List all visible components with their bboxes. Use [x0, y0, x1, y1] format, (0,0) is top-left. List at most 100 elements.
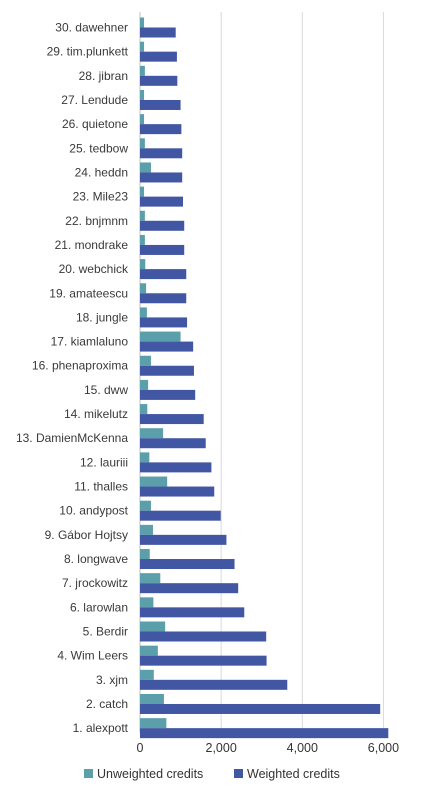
- bar-unweighted-1: [140, 17, 145, 28]
- bar-unweighted-21: [140, 500, 151, 511]
- category-label: 4. Wim Leers: [57, 649, 128, 663]
- bar-weighted-21: [140, 510, 221, 521]
- category-label: 26. quietone: [62, 117, 128, 131]
- bar-unweighted-20: [140, 476, 168, 487]
- bar-unweighted-5: [140, 114, 145, 125]
- bar-weighted-4: [140, 99, 181, 110]
- category-label: 7. jrockowitz: [62, 576, 128, 590]
- bar-unweighted-7: [140, 162, 151, 173]
- bar-weighted-6: [140, 148, 183, 159]
- bar-weighted-7: [140, 172, 183, 183]
- category-label: 10. andypost: [59, 504, 128, 518]
- bar-unweighted-4: [140, 89, 145, 100]
- bar-weighted-16: [140, 389, 196, 400]
- bar-unweighted-22: [140, 524, 153, 535]
- bar-unweighted-23: [140, 549, 150, 560]
- bar-weighted-10: [140, 244, 185, 255]
- bar-unweighted-18: [140, 428, 164, 439]
- bar-weighted-24: [140, 583, 239, 594]
- bar-weighted-3: [140, 75, 178, 86]
- bar-unweighted-3: [140, 65, 145, 76]
- bar-unweighted-10: [140, 234, 145, 245]
- x-tick-label: 6,000: [368, 741, 399, 755]
- category-label: 12. lauriii: [80, 455, 128, 469]
- category-label: 2. catch: [86, 697, 128, 711]
- bar-weighted-5: [140, 124, 182, 135]
- x-tick-label: 2,000: [206, 741, 237, 755]
- category-label: 16. phenaproxima: [32, 359, 128, 373]
- bar-weighted-25: [140, 607, 245, 618]
- category-label: 25. tedbow: [69, 141, 128, 155]
- legend-swatch-weighted-credits: [234, 769, 243, 778]
- bar-unweighted-6: [140, 138, 145, 149]
- bar-unweighted-26: [140, 621, 166, 632]
- bar-weighted-18: [140, 438, 206, 449]
- bar-weighted-9: [140, 220, 185, 231]
- category-label: 28. jibran: [79, 69, 128, 83]
- legend-label-weighted-credits: Weighted credits: [247, 767, 340, 781]
- category-label: 11. thalles: [74, 480, 128, 494]
- bars: [140, 17, 389, 739]
- bar-weighted-26: [140, 631, 267, 642]
- category-label: 8. longwave: [64, 552, 128, 566]
- bar-unweighted-16: [140, 379, 149, 390]
- category-label: 20. webchick: [59, 262, 129, 276]
- x-tick-label: 4,000: [287, 741, 318, 755]
- bar-weighted-29: [140, 703, 381, 714]
- category-label: 17. kiamlaluno: [51, 335, 129, 349]
- category-label: 5. Berdir: [83, 625, 128, 639]
- category-label: 18. jungle: [76, 310, 128, 324]
- bar-weighted-12: [140, 293, 187, 304]
- bar-unweighted-24: [140, 573, 161, 584]
- bar-weighted-23: [140, 559, 235, 570]
- bar-weighted-2: [140, 51, 177, 62]
- bar-weighted-13: [140, 317, 188, 328]
- legend-label-unweighted-credits: Unweighted credits: [97, 767, 203, 781]
- bar-unweighted-27: [140, 645, 158, 656]
- bar-weighted-19: [140, 462, 212, 473]
- category-label: 19. amateescu: [49, 286, 128, 300]
- bar-weighted-14: [140, 341, 194, 352]
- category-label: 21. mondrake: [55, 238, 129, 252]
- category-label: 23. Mile23: [73, 190, 129, 204]
- category-label: 1. alexpott: [73, 721, 129, 735]
- legend-swatch-unweighted-credits: [84, 769, 93, 778]
- bar-weighted-27: [140, 655, 267, 666]
- category-label: 3. xjm: [96, 673, 128, 687]
- bar-weighted-20: [140, 486, 215, 497]
- bar-unweighted-30: [140, 718, 167, 729]
- bar-unweighted-13: [140, 307, 147, 318]
- legend: Unweighted credits Weighted credits: [84, 767, 340, 781]
- category-label: 29. tim.plunkett: [47, 45, 129, 59]
- bar-weighted-30: [140, 728, 389, 739]
- bar-weighted-15: [140, 365, 194, 376]
- category-label: 30. dawehner: [55, 21, 128, 35]
- bar-unweighted-29: [140, 693, 164, 704]
- bar-weighted-17: [140, 414, 204, 425]
- bar-unweighted-28: [140, 669, 154, 680]
- bar-unweighted-15: [140, 355, 151, 366]
- category-label: 9. Gábor Hojtsy: [45, 528, 128, 542]
- bar-weighted-11: [140, 269, 187, 280]
- category-label: 6. larowlan: [70, 600, 128, 614]
- category-label: 27. Lendude: [61, 93, 128, 107]
- bar-unweighted-17: [140, 404, 148, 415]
- category-label: 14. mikelutz: [64, 407, 128, 421]
- bar-weighted-28: [140, 679, 288, 690]
- bar-unweighted-14: [140, 331, 181, 342]
- x-axis-ticks: 0 2,000 4,000 6,000: [137, 741, 400, 755]
- category-label: 15. dww: [84, 383, 128, 397]
- bar-weighted-22: [140, 534, 227, 545]
- bar-unweighted-9: [140, 210, 145, 221]
- bar-unweighted-12: [140, 283, 147, 294]
- category-label: 22. bnjmnm: [65, 214, 128, 228]
- category-labels: 30. dawehner 29. tim.plunkett 28. jibran 27…: [16, 21, 129, 736]
- category-label: 13. DamienMcKenna: [16, 431, 128, 445]
- bar-weighted-8: [140, 196, 184, 207]
- x-tick-label: 0: [137, 741, 144, 755]
- bar-unweighted-2: [140, 41, 145, 52]
- bar-weighted-1: [140, 27, 176, 38]
- bar-unweighted-25: [140, 597, 154, 608]
- bar-unweighted-8: [140, 186, 145, 197]
